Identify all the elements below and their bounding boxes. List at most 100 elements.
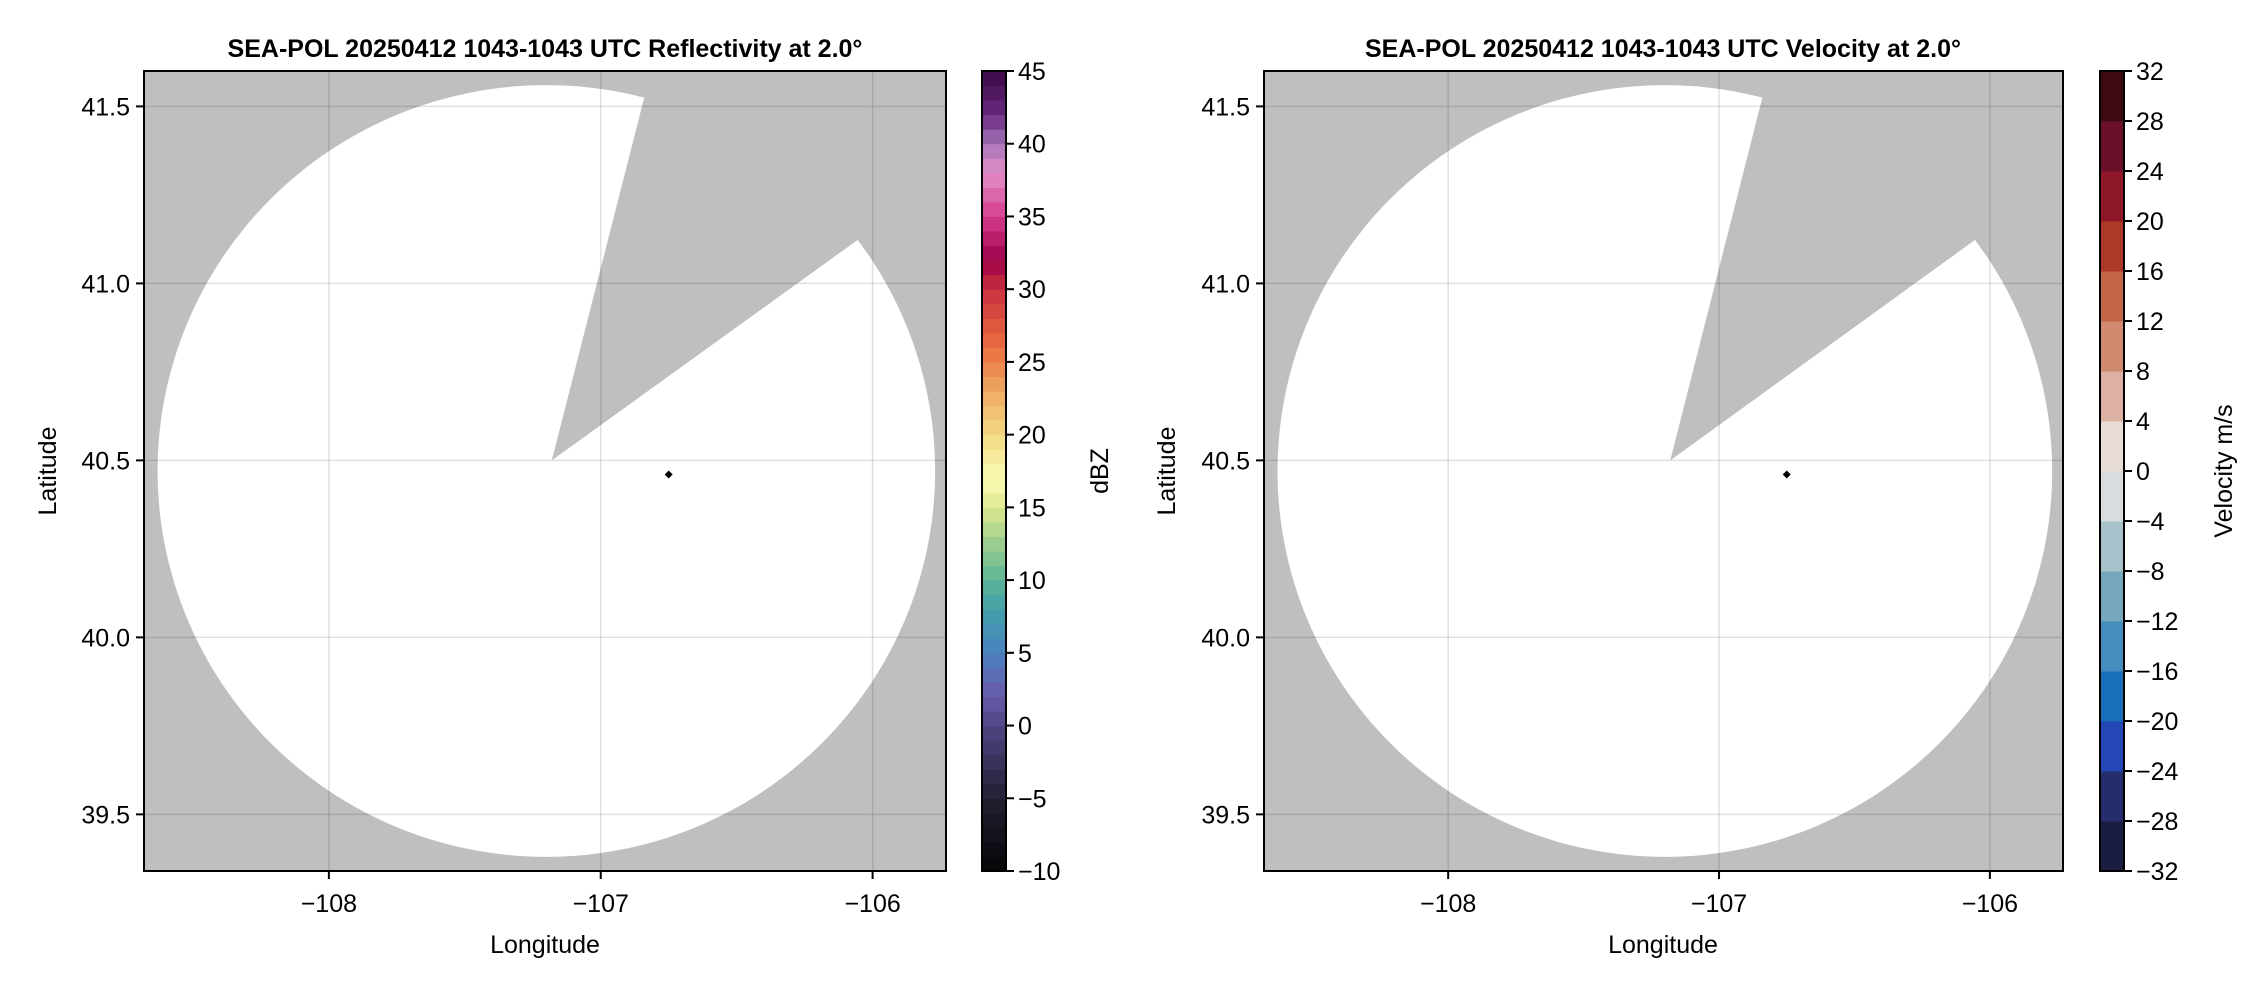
plot-title: SEA-POL 20250412 1043-1043 UTC Velocity … [1365, 35, 1961, 63]
colorbar-bin [2100, 121, 2124, 172]
y-tick-label: 40.0 [81, 624, 130, 652]
colorbar-bin [2100, 571, 2124, 622]
colorbar-bin [2100, 321, 2124, 372]
colorbar-bin [982, 449, 1006, 465]
colorbar-bin [2100, 771, 2124, 822]
colorbar-tick-label: 5 [1018, 640, 1032, 668]
colorbar-tick-label: 40 [1018, 131, 1046, 159]
colorbar-bin [2100, 471, 2124, 522]
colorbar-bin [2100, 821, 2124, 872]
colorbar-tick-label: 16 [2136, 258, 2164, 286]
y-tick-label: 39.5 [1201, 801, 1250, 829]
colorbar-bin [2100, 71, 2124, 122]
radar-location-marker [1782, 470, 1791, 479]
colorbar-bin [982, 798, 1006, 814]
colorbar-bin [982, 303, 1006, 319]
colorbar-bin [982, 667, 1006, 683]
colorbar-bin [982, 725, 1006, 741]
colorbar-bin [982, 434, 1006, 450]
colorbar-bin [982, 783, 1006, 799]
x-tick-label: −106 [1962, 890, 2018, 918]
colorbar-bin [982, 681, 1006, 697]
colorbar-bin [982, 71, 1006, 87]
colorbar-bin [982, 231, 1006, 247]
colorbar-tick-label: 20 [2136, 208, 2164, 236]
colorbar-bin [982, 492, 1006, 508]
colorbar-bin [982, 565, 1006, 581]
colorbar-bin [982, 85, 1006, 101]
y-tick-label: 40.5 [1201, 447, 1250, 475]
blocked-sector [1670, 71, 2063, 461]
colorbar-bin [2100, 621, 2124, 672]
colorbar-bin [2100, 271, 2124, 322]
colorbar-tick-label: −8 [2136, 558, 2165, 586]
colorbar-bin [982, 812, 1006, 828]
colorbar-bin [982, 260, 1006, 276]
plot-title: SEA-POL 20250412 1043-1043 UTC Reflectiv… [228, 35, 863, 63]
colorbar-bin [982, 711, 1006, 727]
colorbar-tick-label: −28 [2136, 808, 2178, 836]
colorbar-bin [982, 652, 1006, 668]
colorbar-tick-label: 25 [1018, 349, 1046, 377]
colorbar-tick-label: 4 [2136, 408, 2150, 436]
colorbar-bin [982, 841, 1006, 857]
blocked-sector [551, 71, 946, 461]
reflectivity-panel: SEA-POL 20250412 1043-1043 UTC Reflectiv… [34, 35, 1114, 959]
colorbar-bin [982, 521, 1006, 537]
colorbar-tick-label: −5 [1018, 785, 1047, 813]
colorbar-bin [982, 594, 1006, 610]
x-axis-label: Longitude [490, 931, 600, 959]
colorbar-bin [982, 114, 1006, 130]
axes-frame [1263, 70, 2064, 872]
x-tick-label: −108 [301, 890, 357, 918]
colorbar-bin [982, 638, 1006, 654]
colorbar-bin [982, 245, 1006, 261]
colorbar-tick-label: 15 [1018, 494, 1046, 522]
colorbar-tick-label: −12 [2136, 608, 2178, 636]
colorbar-bin [982, 420, 1006, 436]
colorbar-frame [981, 70, 1007, 872]
colorbar-bin [2100, 521, 2124, 572]
plot-area [144, 71, 946, 871]
colorbar-bin [982, 376, 1006, 392]
colorbar-bin [982, 754, 1006, 770]
y-tick-label: 41.0 [1201, 270, 1250, 298]
x-tick-label: −106 [844, 890, 900, 918]
colorbar-bin [982, 623, 1006, 639]
y-tick-label: 41.0 [81, 270, 130, 298]
colorbar-tick-label: 28 [2136, 108, 2164, 136]
colorbar-bin [982, 332, 1006, 348]
y-tick-label: 40.0 [1201, 624, 1250, 652]
colorbar-bin [2100, 371, 2124, 422]
colorbar-bin [982, 100, 1006, 116]
colorbar-bin [982, 580, 1006, 596]
colorbar-bin [982, 478, 1006, 494]
colorbar-bin [982, 609, 1006, 625]
colorbar-tick-label: 0 [1018, 713, 1032, 741]
colorbar-tick-label: −10 [1018, 858, 1060, 886]
y-tick-label: 40.5 [81, 447, 130, 475]
colorbar-bin [982, 318, 1006, 334]
colorbar-bin [982, 551, 1006, 567]
colorbar-bin [982, 536, 1006, 552]
y-tick-label: 39.5 [81, 801, 130, 829]
colorbar-bin [982, 129, 1006, 145]
colorbar-tick-label: 35 [1018, 203, 1046, 231]
y-axis-label: Latitude [1153, 427, 1181, 516]
colorbar-tick-label: 12 [2136, 308, 2164, 336]
colorbar-bin [982, 507, 1006, 523]
x-tick-label: −108 [1420, 890, 1476, 918]
colorbar-label: Velocity m/s [2210, 404, 2238, 537]
colorbar-bin [982, 696, 1006, 712]
colorbar-tick-label: 0 [2136, 458, 2150, 486]
colorbar-tick-label: 45 [1018, 58, 1046, 86]
colorbar-bin [982, 769, 1006, 785]
colorbar-tick-label: −32 [2136, 858, 2178, 886]
x-axis-label: Longitude [1608, 931, 1718, 959]
colorbar-bin [982, 405, 1006, 421]
radar-location-marker [664, 470, 673, 479]
x-tick-label: −107 [573, 890, 629, 918]
colorbar-tick-label: 24 [2136, 158, 2164, 186]
colorbar-bin [2100, 171, 2124, 222]
colorbar-tick-label: 8 [2136, 358, 2150, 386]
